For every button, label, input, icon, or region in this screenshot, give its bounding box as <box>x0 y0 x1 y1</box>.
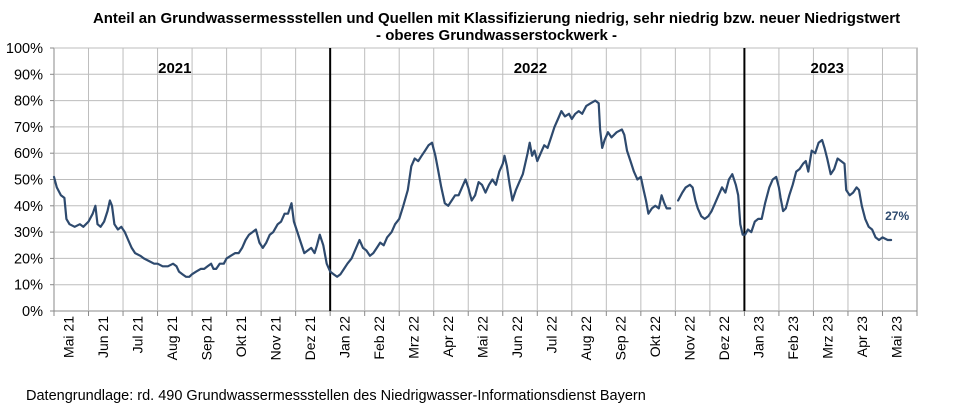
x-tick-label: Feb 23 <box>785 316 801 360</box>
series-line <box>52 99 893 278</box>
chart-subtitle: - oberes Grundwasserstockwerk - <box>376 27 617 44</box>
x-tick-label: Jul 21 <box>129 316 145 354</box>
x-tick-label: Jun 22 <box>509 316 525 358</box>
y-tick-label: 10% <box>14 278 43 294</box>
x-tick-label: Mai 22 <box>475 316 491 358</box>
x-tick-label: Mai 21 <box>60 316 76 358</box>
y-tick-label: 50% <box>14 173 43 189</box>
x-tick-label: Nov 21 <box>267 316 283 361</box>
x-tick-label: Mrz 22 <box>405 316 421 359</box>
x-tick-label: Jun 21 <box>95 316 111 358</box>
x-tick-label: Okt 21 <box>233 316 249 357</box>
x-tick-label: Sep 21 <box>198 316 214 361</box>
chart-title: Anteil an Grundwassermessstellen und Que… <box>92 10 901 27</box>
x-tick-label: Apr 23 <box>854 316 870 357</box>
x-tick-label: Mrz 23 <box>820 316 836 359</box>
x-tick-label: Aug 21 <box>164 316 180 361</box>
x-tick-label: Nov 22 <box>682 316 698 361</box>
x-tick-label: Apr 22 <box>440 316 456 357</box>
y-tick-label: 40% <box>14 199 43 215</box>
y-tick-label: 60% <box>14 146 43 162</box>
y-tick-label: 100% <box>6 41 43 57</box>
y-tick-label: 20% <box>14 251 43 267</box>
source-note: Datengrundlage: rd. 490 Grundwassermesss… <box>26 388 646 404</box>
y-tick-label: 30% <box>14 225 43 241</box>
year-label: 2022 <box>514 60 547 77</box>
x-tick-label: Mai 23 <box>889 316 905 358</box>
x-tick-label: Sep 22 <box>613 316 629 361</box>
x-tick-label: Okt 22 <box>647 316 663 357</box>
y-tick-label: 0% <box>22 304 43 320</box>
x-tick-label: Jan 23 <box>751 316 767 358</box>
x-tick-label: Dez 22 <box>716 316 732 361</box>
x-tick-label: Jan 22 <box>336 316 352 358</box>
x-tick-label: Feb 22 <box>371 316 387 360</box>
year-label: 2023 <box>811 60 844 77</box>
year-label: 2021 <box>158 60 191 77</box>
y-tick-label: 90% <box>14 67 43 83</box>
last-value-label: 27% <box>885 209 909 223</box>
x-tick-label: Aug 22 <box>578 316 594 361</box>
x-tick-label: Jul 22 <box>544 316 560 354</box>
y-tick-label: 80% <box>14 94 43 110</box>
y-tick-label: 70% <box>14 120 43 136</box>
x-tick-label: Dez 21 <box>302 316 318 361</box>
